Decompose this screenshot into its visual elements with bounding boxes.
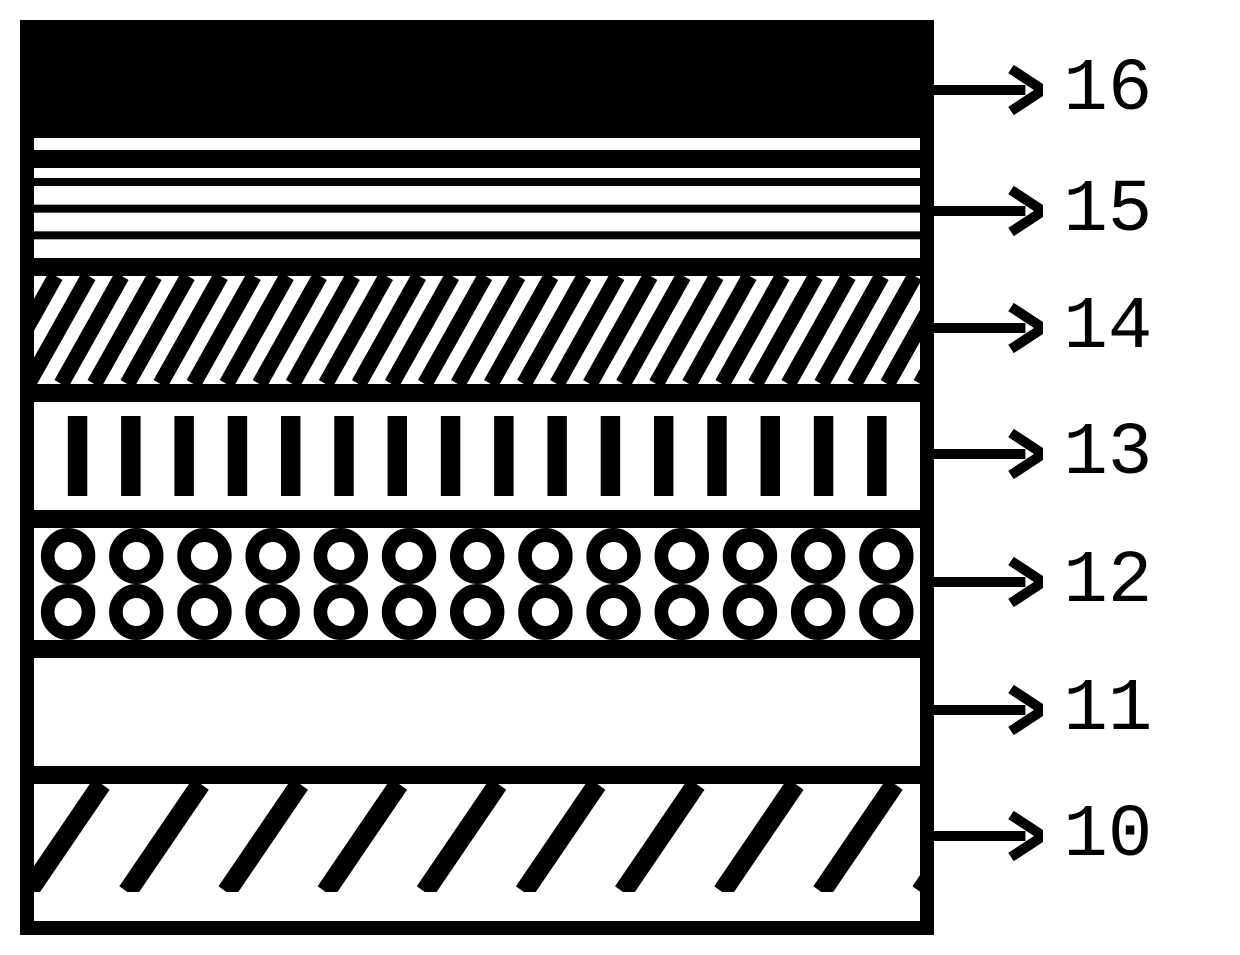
layer-13 <box>34 384 920 510</box>
arrow-icon <box>928 556 1043 608</box>
label-row-15: 15 <box>928 169 1152 253</box>
label-row-16: 16 <box>928 48 1152 132</box>
arrow-icon <box>928 428 1043 480</box>
arrow-icon <box>928 185 1043 237</box>
layer-11 <box>34 640 920 766</box>
label-row-10: 10 <box>928 794 1152 878</box>
layer-label-10: 10 <box>1063 794 1152 878</box>
label-row-11: 11 <box>928 668 1152 752</box>
layer-label-11: 11 <box>1063 668 1152 752</box>
label-row-13: 13 <box>928 412 1152 496</box>
layer-label-13: 13 <box>1063 412 1152 496</box>
arrow-icon <box>928 684 1043 736</box>
label-row-12: 12 <box>928 540 1152 624</box>
arrow-icon <box>928 810 1043 862</box>
arrow-icon <box>928 302 1043 354</box>
layer-12 <box>34 510 920 640</box>
layer-16 <box>34 34 920 150</box>
layer-label-14: 14 <box>1063 286 1152 370</box>
layer-14 <box>34 258 920 384</box>
layer-label-12: 12 <box>1063 540 1152 624</box>
layer-label-16: 16 <box>1063 48 1152 132</box>
layer-stack-box <box>20 20 934 935</box>
layer-label-15: 15 <box>1063 169 1152 253</box>
layer-15 <box>34 150 920 258</box>
arrow-icon <box>928 64 1043 116</box>
label-row-14: 14 <box>928 286 1152 370</box>
figure-container: 16 15 14 13 12 11 10 <box>20 20 1220 935</box>
label-column: 16 15 14 13 12 11 10 <box>928 20 1220 935</box>
layer-10 <box>34 766 920 892</box>
